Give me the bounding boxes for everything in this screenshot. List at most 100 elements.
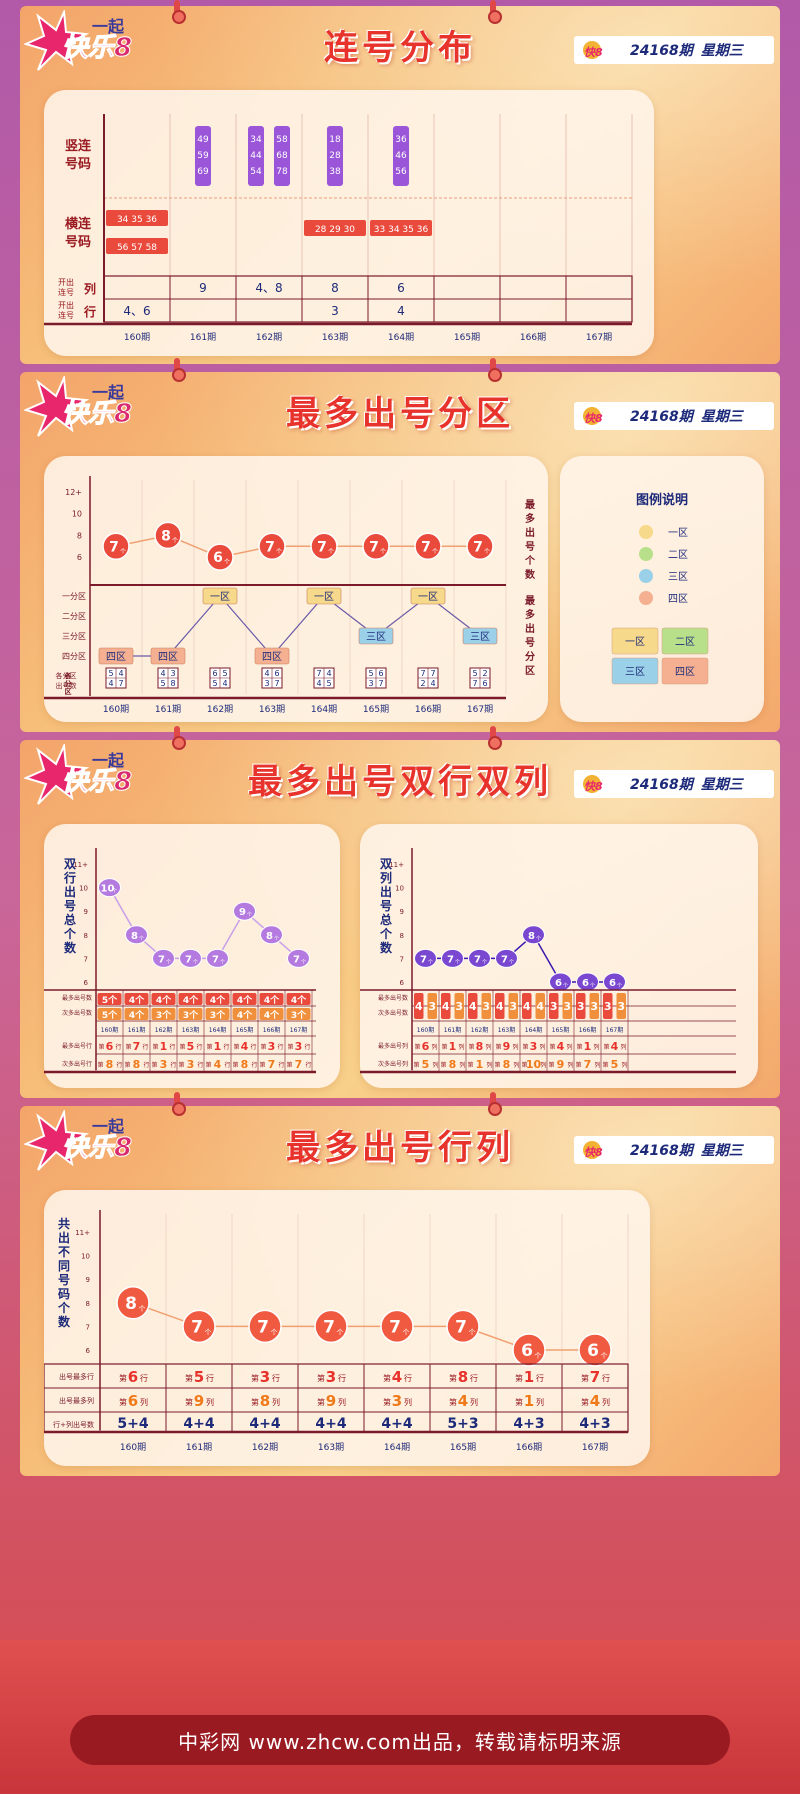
hook <box>488 358 502 382</box>
x-tick-label: 164期 <box>384 1442 410 1453</box>
row-label: 次多出号行 <box>62 1060 92 1068</box>
second-line-prefix: 第 <box>548 1061 554 1069</box>
issue-number: 24168期 <box>630 1143 693 1159</box>
ball-suffix: 个 <box>112 889 117 895</box>
y-axis-label-top: 号 <box>525 541 535 553</box>
max-row-prefix: 第 <box>119 1373 127 1383</box>
second-line-prefix: 第 <box>440 1061 446 1069</box>
zone-tag-label: 三区 <box>366 631 386 643</box>
ball-value: 6 <box>213 550 223 566</box>
zone-axis-label: 二分区 <box>62 612 86 621</box>
second-line-number: 5 <box>422 1058 430 1071</box>
max-row-suffix: 行 <box>470 1373 478 1383</box>
board-rowcol: 一起 快乐8 最多出号行列 快8 24168期 星期三 11+ 10 9 8 7 6 共出不… <box>20 1106 780 1476</box>
max-count: 4 <box>523 1000 531 1013</box>
issue-badge: 快8 24168期 星期三 <box>574 402 774 430</box>
y-axis-label: 数 <box>380 940 393 955</box>
second-line-number: 9 <box>557 1058 565 1071</box>
max-row-prefix: 第 <box>383 1373 391 1383</box>
x-tick-label: 167期 <box>582 1442 608 1453</box>
count-tag <box>603 993 613 1019</box>
x-tick-label: 167期 <box>606 1026 623 1034</box>
ball-suffix: 个 <box>535 1352 542 1360</box>
ball-suffix: 个 <box>455 959 460 965</box>
ball-suffix: 个 <box>536 936 541 942</box>
max-line-number: 7 <box>133 1040 141 1053</box>
y-axis-label: 数 <box>58 1314 71 1329</box>
ball-value: 7 <box>185 954 192 965</box>
row-label: 最多出号数 <box>378 994 408 1002</box>
max-col-suffix: 列 <box>470 1397 478 1407</box>
max-count: 4个 <box>183 994 199 1006</box>
hook <box>172 0 186 24</box>
row-label-col: 开出 <box>58 277 74 287</box>
consecutive-row-value: 3 <box>331 304 339 318</box>
ball-value: 7 <box>447 954 454 965</box>
row-col-sum: 4+4 <box>249 1416 280 1432</box>
ball-marker <box>578 1333 612 1367</box>
ball-value: 8 <box>131 931 138 942</box>
ball-suffix: 个 <box>139 936 144 942</box>
max-count: 4 <box>415 1000 423 1013</box>
consecutive-row-value: 4、6 <box>123 304 150 318</box>
zone-tag-label: 一区 <box>418 591 438 603</box>
zone-count: 7 <box>420 669 425 678</box>
y-tick-label: 8 <box>400 932 404 940</box>
ball-marker <box>512 1333 546 1367</box>
max-count: 4个 <box>264 994 280 1006</box>
x-tick-label: 166期 <box>415 704 441 715</box>
zone-tag <box>462 627 498 645</box>
count-tag <box>481 993 491 1019</box>
y-tick-label: 11+ <box>389 861 404 869</box>
max-col-number: 3 <box>392 1392 402 1410</box>
count-tag <box>522 993 532 1019</box>
y-axis-label-top: 最 <box>525 499 536 511</box>
vertical-run <box>327 126 343 186</box>
ball-marker <box>125 925 148 945</box>
svg-text:快乐8: 快乐8 <box>62 767 132 797</box>
second-line-suffix: 列 <box>513 1061 519 1069</box>
ball-marker <box>603 972 626 992</box>
second-line-suffix: 行 <box>170 1061 176 1069</box>
second-line-suffix: 行 <box>143 1061 149 1069</box>
x-tick-label: 165期 <box>454 332 480 343</box>
panel-double-rows: 11+ 10 9 8 7 6 双行出号总个数 10 个 8 个 7 个 7 个 7 个 9 个 8 个 7 个最多出号数 次多… <box>44 824 340 1088</box>
second-count: 3 <box>455 1000 463 1013</box>
x-tick-label: 164期 <box>311 704 337 715</box>
ball-suffix: 个 <box>301 959 306 965</box>
max-row-suffix: 行 <box>602 1373 610 1383</box>
second-line-prefix: 第 <box>124 1061 130 1069</box>
count-tag <box>589 993 599 1019</box>
ball-value: 7 <box>109 539 119 555</box>
y-axis-label: 行 <box>63 870 76 885</box>
zone-count: 7 <box>378 679 383 688</box>
horizontal-run <box>106 210 168 226</box>
x-tick-label: 160期 <box>103 704 129 715</box>
zone-count: 4 <box>264 669 269 678</box>
hook <box>488 726 502 750</box>
ball-suffix: 个 <box>403 1328 410 1336</box>
horizontal-run-numbers: 28 29 30 <box>315 225 355 235</box>
second-line-prefix: 第 <box>521 1061 527 1069</box>
legend-title: 图例说明 <box>636 492 688 508</box>
board-consecutive: 一起 快乐8 连号分布 快8 24168期 星期三 竖连 号码 横连 号码 开出 连号列开… <box>20 6 780 364</box>
second-line-prefix: 第 <box>205 1061 211 1069</box>
max-row-suffix: 行 <box>536 1373 544 1383</box>
row-label-vertical: 竖连 <box>65 138 92 154</box>
second-line-number: 8 <box>449 1058 457 1071</box>
max-row-prefix: 第 <box>449 1373 457 1383</box>
row-label-row: 连号 <box>58 310 74 320</box>
y-axis-label-bottom: 分 <box>525 650 535 663</box>
max-line-suffix: 行 <box>169 1043 175 1051</box>
row-label-col: 连号 <box>58 287 74 297</box>
ball-suffix: 个 <box>166 959 171 965</box>
brand-logo: 一起 快乐8 <box>24 1110 133 1171</box>
count-tag <box>286 1008 311 1020</box>
ball-value: 8 <box>266 931 273 942</box>
second-line-suffix: 行 <box>116 1061 122 1069</box>
legend-grid-label: 三区 <box>625 666 645 678</box>
second-line-prefix: 第 <box>575 1061 581 1069</box>
second-line-prefix: 第 <box>97 1061 103 1069</box>
ball-marker <box>116 1286 150 1320</box>
